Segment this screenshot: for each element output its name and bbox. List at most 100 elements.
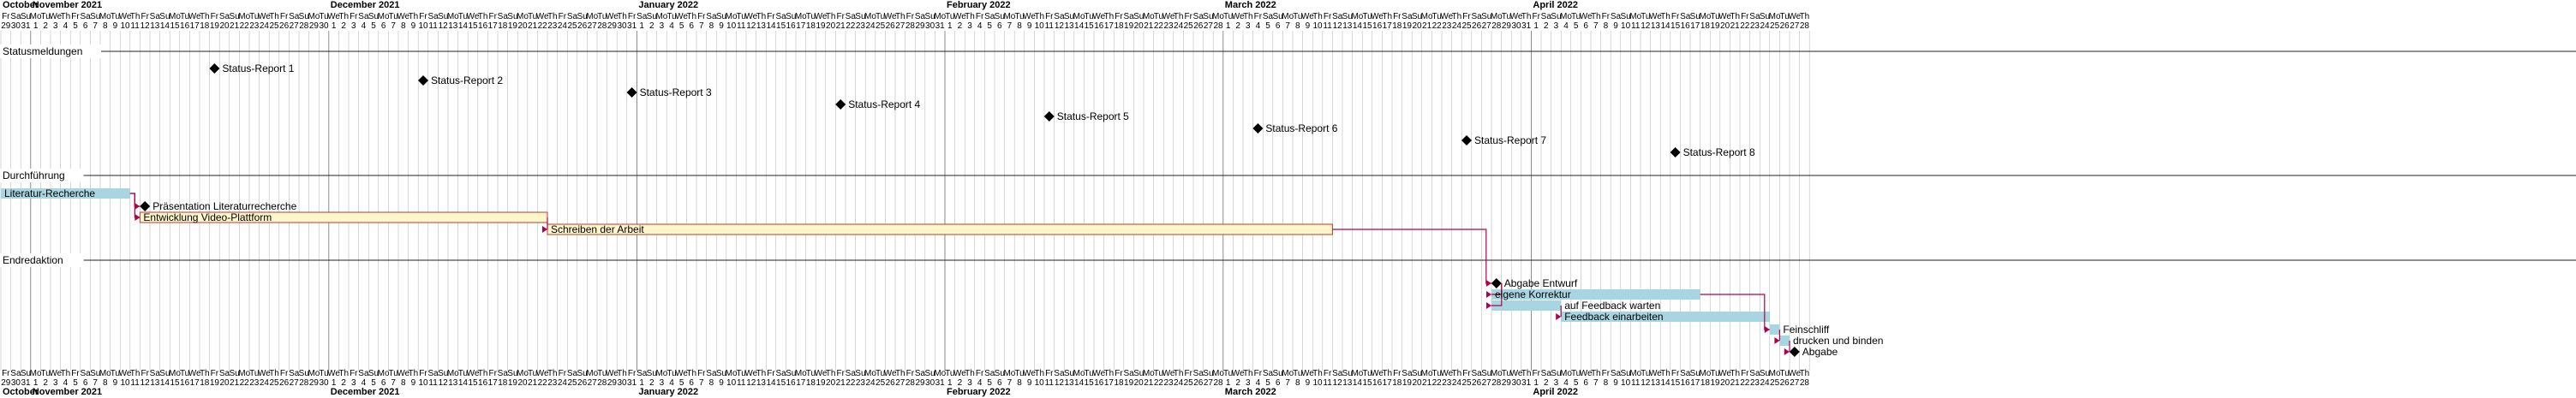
bottom-axis-day-tick: 2 bbox=[1235, 378, 1240, 388]
bottom-axis-weekday-tick: Sa bbox=[1749, 369, 1760, 378]
bottom-axis-day-tick: 31 bbox=[1521, 378, 1532, 388]
bottom-axis-day-tick: 10 bbox=[1312, 378, 1323, 388]
top-axis-day-tick: 19 bbox=[508, 21, 518, 31]
top-axis-day-tick: 23 bbox=[547, 21, 558, 31]
bottom-axis-weekday-tick: We bbox=[606, 369, 619, 378]
bottom-axis-day-tick: 1 bbox=[947, 378, 953, 388]
top-axis-day-tick: 16 bbox=[180, 21, 190, 31]
task-bar bbox=[547, 223, 1333, 235]
top-axis-day-tick: 17 bbox=[1104, 21, 1115, 31]
top-axis-day-tick: 22 bbox=[240, 21, 250, 31]
top-axis-day-tick: 13 bbox=[1342, 21, 1353, 31]
bottom-axis-weekday-tick: Su bbox=[159, 369, 170, 378]
top-axis-weekday-tick: Su bbox=[577, 12, 587, 21]
top-axis-day-tick: 4 bbox=[1256, 21, 1261, 31]
bottom-axis-weekday-tick: We bbox=[536, 369, 549, 378]
bottom-axis-day-tick: 20 bbox=[219, 378, 230, 388]
top-axis-day-tick: 4 bbox=[1563, 21, 1569, 31]
bottom-axis-weekday-tick: Tu bbox=[180, 369, 189, 378]
bottom-axis-day-tick: 11 bbox=[737, 378, 746, 388]
top-axis-day-tick: 14 bbox=[766, 21, 776, 31]
task-bar bbox=[1491, 289, 1700, 300]
bottom-axis-day-tick: 23 bbox=[1163, 378, 1174, 388]
milestone-label: Abgabe Entwurf bbox=[1504, 277, 1578, 289]
milestone-marker bbox=[1670, 147, 1681, 157]
top-axis-day-tick: 31 bbox=[21, 21, 31, 31]
top-axis-day-tick: 7 bbox=[1007, 21, 1013, 31]
top-axis-day-tick: 20 bbox=[1412, 21, 1422, 31]
top-axis-weekday-tick: Su bbox=[786, 12, 796, 21]
bottom-axis-day-tick: 7 bbox=[93, 378, 98, 388]
top-axis-day-tick: 14 bbox=[458, 21, 469, 31]
milestone-marker bbox=[1789, 347, 1800, 357]
top-axis-day-tick: 10 bbox=[1621, 21, 1631, 31]
bottom-axis-weekday-tick: Fr bbox=[350, 369, 358, 378]
bottom-axis-day-tick: 13 bbox=[150, 378, 160, 388]
bottom-axis-weekday-tick: Sa bbox=[150, 369, 161, 378]
top-axis-weekday-tick: Th bbox=[965, 12, 975, 21]
top-axis-weekday-tick: Fr bbox=[1254, 12, 1263, 21]
bottom-axis-day-tick: 2 bbox=[958, 378, 963, 388]
top-axis-day-tick: 23 bbox=[856, 21, 866, 31]
bottom-axis-weekday-tick: Th bbox=[200, 369, 210, 378]
bottom-axis-weekday-tick: Sa bbox=[1263, 369, 1274, 378]
bottom-axis-weekday-tick: Su bbox=[1203, 369, 1213, 378]
top-axis-day-tick: 1 bbox=[947, 21, 953, 31]
bottom-axis-day-tick: 15 bbox=[170, 378, 180, 388]
top-axis-weekday-tick: Fr bbox=[767, 12, 775, 21]
bottom-axis-day-tick: 3 bbox=[660, 378, 665, 388]
top-axis-weekday-tick: Mo bbox=[1491, 12, 1503, 21]
bottom-axis-weekday-tick: Fr bbox=[1254, 369, 1263, 378]
bottom-axis-day-tick: 20 bbox=[1134, 378, 1145, 388]
bottom-axis-weekday-tick: Fr bbox=[697, 369, 706, 378]
bottom-axis-weekday-tick: Th bbox=[1174, 369, 1184, 378]
top-axis-weekday-tick: Sa bbox=[150, 12, 161, 21]
bottom-axis-day-tick: 30 bbox=[11, 378, 21, 388]
top-axis-weekday-tick: Fr bbox=[836, 12, 845, 21]
top-axis-weekday-tick: Sa bbox=[289, 12, 300, 21]
bottom-axis-weekday-tick: Sa bbox=[498, 369, 509, 378]
top-axis-weekday-tick: Su bbox=[995, 12, 1005, 21]
bottom-axis-day-tick: 8 bbox=[103, 378, 108, 388]
bottom-axis-day-tick: 22 bbox=[1154, 378, 1164, 388]
top-axis-weekday-tick: Th bbox=[200, 12, 210, 21]
top-axis-weekday-tick: Sa bbox=[567, 12, 578, 21]
bottom-axis-weekday-tick: Fr bbox=[488, 369, 497, 378]
top-axis-day-tick: 9 bbox=[113, 21, 118, 31]
bottom-axis-day-tick: 2 bbox=[649, 378, 654, 388]
top-axis-weekday-tick: Th bbox=[1174, 12, 1184, 21]
bottom-axis-day-tick: 4 bbox=[977, 378, 983, 388]
top-axis-day-tick: 10 bbox=[418, 21, 428, 31]
bottom-axis-day-tick: 21 bbox=[1144, 378, 1154, 388]
bottom-axis-weekday-tick: Tu bbox=[1432, 369, 1442, 378]
top-axis-weekday-tick: Su bbox=[855, 12, 865, 21]
top-axis-weekday-tick: Tu bbox=[1502, 12, 1511, 21]
top-axis-day-tick: 20 bbox=[219, 21, 230, 31]
section-label: Endredaktion bbox=[3, 254, 63, 266]
top-axis-day-tick: 2 bbox=[341, 21, 346, 31]
top-axis-weekday-tick: We bbox=[953, 12, 966, 21]
top-axis-weekday-tick: Su bbox=[1690, 12, 1700, 21]
top-axis-weekday-tick: Su bbox=[229, 12, 239, 21]
top-axis-month-label: March 2022 bbox=[1225, 0, 1276, 10]
bottom-axis-weekday-tick: Tu bbox=[389, 369, 398, 378]
bottom-axis-weekday-tick: Fr bbox=[1532, 369, 1540, 378]
milestone-marker bbox=[1491, 278, 1502, 288]
bottom-axis-weekday-tick: Sa bbox=[1402, 369, 1413, 378]
milestone-marker bbox=[1043, 111, 1055, 122]
bottom-axis-day-tick: 9 bbox=[1613, 378, 1618, 388]
top-axis-day-tick: 18 bbox=[1114, 21, 1124, 31]
bottom-axis-day-tick: 21 bbox=[836, 378, 846, 388]
bottom-axis-weekday-tick: Th bbox=[1034, 369, 1044, 378]
top-axis-weekday-tick: Mo bbox=[1003, 12, 1015, 21]
section-label: Durchführung bbox=[3, 169, 65, 181]
bottom-axis-weekday-tick: Su bbox=[21, 369, 31, 378]
top-axis-day-tick: 20 bbox=[1134, 21, 1145, 31]
top-axis-weekday-tick: Tu bbox=[597, 12, 607, 21]
top-axis-weekday-tick: Tu bbox=[111, 12, 120, 21]
top-axis-weekday-tick: Fr bbox=[1602, 12, 1611, 21]
bottom-axis-day-tick: 15 bbox=[776, 378, 786, 388]
bottom-axis-day-tick: 8 bbox=[1604, 378, 1609, 388]
top-axis-weekday-tick: Mo bbox=[1212, 12, 1224, 21]
top-axis-weekday-tick: Th bbox=[1034, 12, 1044, 21]
